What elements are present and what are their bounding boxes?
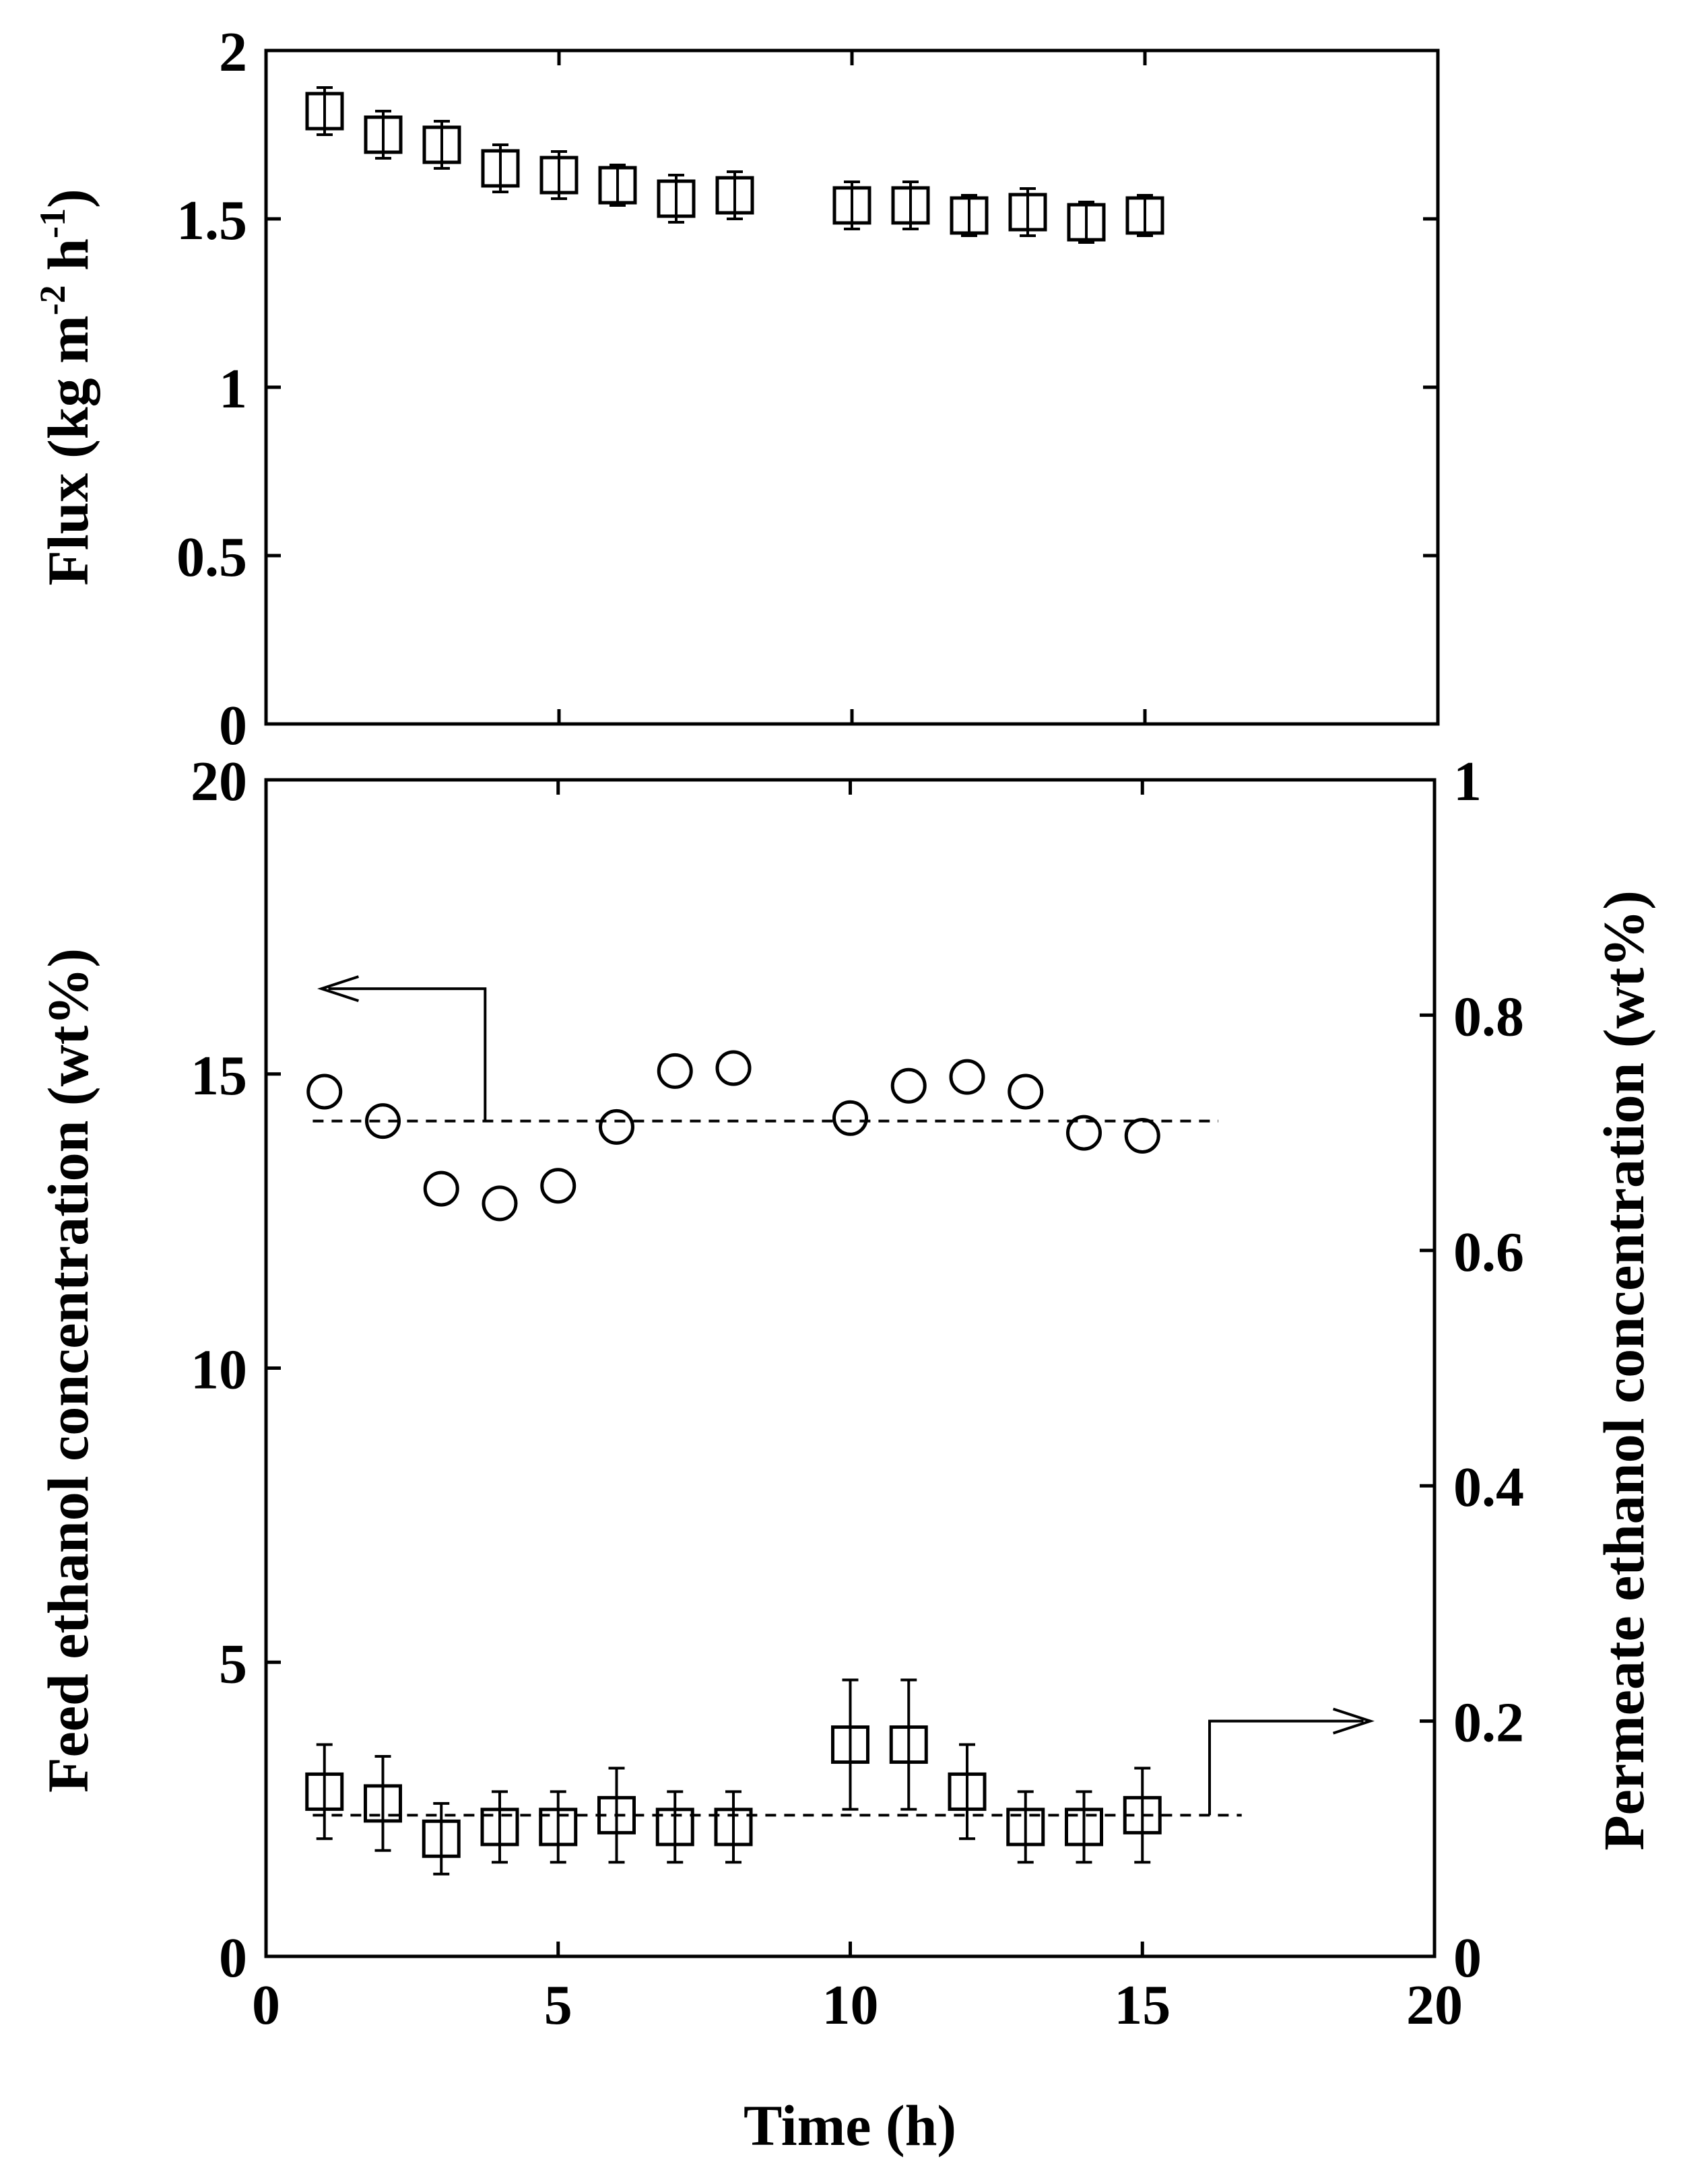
permeate-y-tick-label: 0.8	[1453, 985, 1524, 1048]
feed-concentration-point	[423, 1170, 459, 1207]
feed-concentration-point	[482, 1185, 518, 1222]
permeate-concentration-point	[422, 1819, 461, 1858]
concentration-data-series	[305, 1050, 1162, 1876]
flux-y-tick-label: 2	[219, 21, 247, 84]
right-axis-arrow	[1208, 1719, 1364, 1816]
feed-concentration-point	[365, 1103, 401, 1139]
permeate-y-tick-label: 1	[1453, 750, 1482, 813]
flux-point	[305, 92, 344, 131]
time-axis-title: Time (h)	[744, 2093, 956, 2158]
feed-concentration-point	[715, 1050, 752, 1086]
right-arrow-head	[1332, 1707, 1375, 1735]
permeate-concentration-point	[1123, 1795, 1162, 1834]
permeate-concentration-point	[305, 1772, 344, 1811]
flux-axis-title: Flux (kg m-2 h-1)	[32, 189, 100, 585]
flux-point	[598, 166, 637, 205]
flux-point	[832, 186, 871, 225]
flux-point	[950, 196, 989, 235]
flux-data-series	[305, 86, 1164, 244]
permeate-concentration-point	[597, 1795, 636, 1834]
feed-concentration-point	[599, 1108, 634, 1145]
flux-point	[1125, 196, 1164, 235]
flux-y-tick-label: 1.5	[176, 189, 247, 252]
time-x-tick-label: 15	[1114, 1974, 1171, 2037]
permeate-concentration-point	[655, 1808, 694, 1847]
permeate-concentration-point	[1006, 1808, 1045, 1847]
flux-y-tick-label: 1	[219, 358, 247, 420]
feed-concentration-point	[657, 1053, 693, 1089]
feed-concentration-axis-title: Feed ethanol concentration (wt%)	[36, 948, 100, 1793]
feed-concentration-point	[1124, 1117, 1160, 1154]
permeate-y-tick-label: 0.4	[1453, 1456, 1524, 1519]
reference-lines	[312, 975, 1375, 1817]
flux-point	[715, 176, 754, 215]
permeate-concentration-point	[1065, 1808, 1103, 1847]
feed-concentration-point	[1066, 1115, 1102, 1151]
flux-axis-ticks: 0 0.5 1 1.5 2	[176, 21, 1440, 757]
feed-y-tick-label: 20	[191, 750, 247, 813]
flux-point	[657, 179, 696, 218]
permeate-concentration-point	[831, 1725, 869, 1764]
permeate-concentration-point	[364, 1784, 402, 1823]
permeate-concentration-point	[480, 1808, 519, 1847]
feed-concentration-point	[832, 1100, 868, 1136]
permeate-concentration-point	[889, 1725, 928, 1764]
feed-y-tick-label: 15	[191, 1045, 247, 1107]
flux-point	[364, 115, 403, 154]
time-x-tick-label: 0	[252, 1974, 280, 2037]
permeate-y-tick-label: 0.2	[1453, 1692, 1524, 1754]
time-x-tick-label: 20	[1406, 1974, 1463, 2037]
permeate-concentration-point	[948, 1772, 987, 1811]
feed-concentration-point	[540, 1168, 576, 1204]
flux-y-tick-label: 0	[219, 694, 247, 757]
flux-point	[481, 149, 520, 188]
flux-panel: 0 0.5 1 1.5 2 Flux (kg m-2 h-1)	[32, 21, 1440, 757]
permeate-concentration-axis-title: Permeate ethanol concentration (wt%)	[1591, 890, 1656, 1851]
feed-concentration-point	[306, 1073, 343, 1110]
flux-point	[1008, 193, 1047, 232]
flux-point	[891, 186, 930, 225]
time-x-tick-label: 5	[544, 1974, 572, 2037]
feed-y-tick-label: 5	[219, 1632, 247, 1695]
feed-y-tick-label: 0	[219, 1927, 247, 1989]
feed-concentration-point	[1008, 1073, 1044, 1110]
left-arrow-head	[317, 975, 360, 1002]
feed-concentration-point	[890, 1067, 927, 1104]
left-axis-arrow	[328, 987, 487, 1121]
permeate-concentration-point	[714, 1808, 753, 1847]
flux-y-tick-label: 0.5	[176, 526, 247, 589]
flux-point	[1067, 203, 1106, 242]
permeate-y-tick-label: 0.6	[1453, 1221, 1524, 1284]
feed-concentration-point	[949, 1059, 985, 1095]
flux-point	[539, 156, 579, 195]
permeate-y-tick-label: 0	[1453, 1927, 1482, 1989]
flux-point	[422, 125, 461, 164]
feed-y-tick-label: 10	[191, 1339, 247, 1401]
time-x-tick-label: 10	[822, 1974, 879, 2037]
permeate-concentration-point	[539, 1808, 578, 1847]
